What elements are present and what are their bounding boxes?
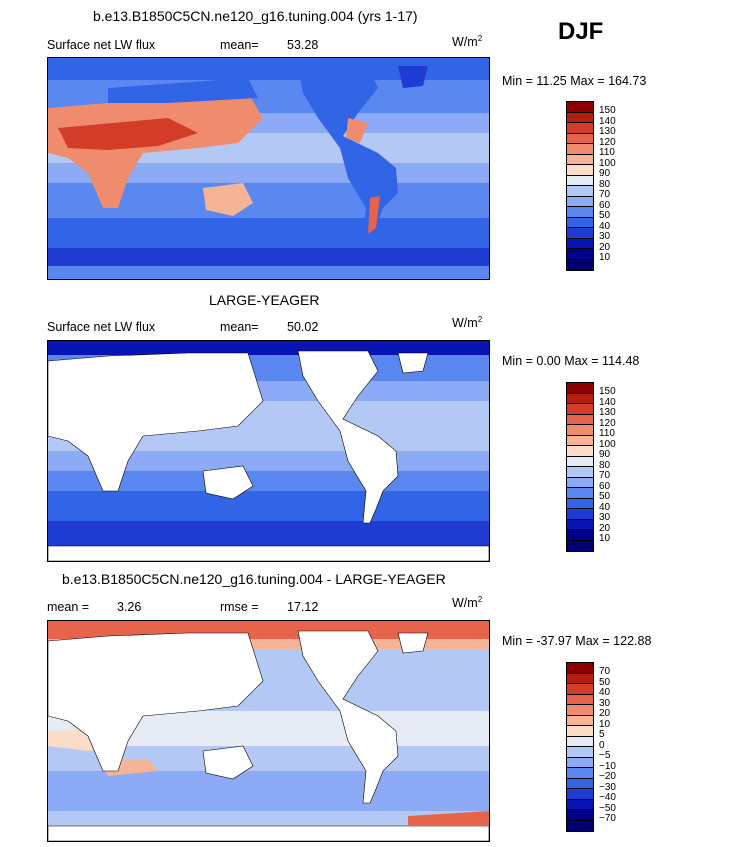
tick-label: 70 [599,666,611,677]
panel-1-variable-label: Surface net LW flux [47,38,156,52]
tick-label: 30 [599,697,611,709]
tick-label: 80 [599,178,611,190]
tick-label: −70 [599,813,616,824]
tick-label: 20 [599,708,611,719]
panel-2-colorbar [566,382,594,552]
panel-1-colorbar [566,101,594,271]
tick-label: 30 [599,512,611,523]
panel-1-title: b.e13.B1850C5CN.ne120_g16.tuning.004 (yr… [93,8,418,24]
tick-label: −10 [599,760,616,772]
tick-label: 10 [599,533,611,544]
tick-label: 5 [599,729,605,740]
tick-label: 20 [599,522,611,534]
panel-1-colorbar-ticks: 150 140 130 120 110 100 90 80 70 60 50 4… [599,105,616,264]
tick-label: 70 [599,189,611,200]
tick-label: 150 [599,386,616,397]
tick-label: 60 [599,199,611,211]
panel-3-rmse-label: rmse = [220,600,259,614]
tick-label: −50 [599,802,616,814]
tick-label: 50 [599,491,611,502]
panel-3-map-field [48,621,489,841]
tick-label: 80 [599,459,611,471]
tick-label: 120 [599,136,616,148]
tick-label: 120 [599,417,616,429]
tick-label: 130 [599,126,616,137]
tick-label: −20 [599,771,616,782]
tick-label: 90 [599,168,611,179]
tick-label: 10 [599,718,611,730]
tick-label: 130 [599,407,616,418]
panel-2-title: LARGE-YEAGER [209,292,320,308]
panel-1-map-field [48,58,489,279]
tick-label: 30 [599,231,611,242]
panel-1-map [47,57,490,280]
tick-label: 10 [599,252,611,263]
panel-2-mean-value: 50.02 [287,320,319,334]
panel-3-mean-label: mean = [47,600,90,614]
tick-label: 110 [599,428,615,439]
panel-1-units: W/m2 [452,34,483,50]
tick-label: 110 [599,147,615,158]
tick-label: 100 [599,157,616,169]
panel-1-mean-label: mean= [220,38,259,52]
panel-2-map-field [48,341,489,561]
panel-3-title: b.e13.B1850C5CN.ne120_g16.tuning.004 - L… [62,571,446,587]
panel-3-rmse-value: 17.12 [287,600,319,614]
tick-label: 100 [599,438,616,450]
tick-label: 70 [599,470,611,481]
panel-1-minmax: Min = 11.25 Max = 164.73 [502,74,647,88]
tick-label: −5 [599,750,611,761]
tick-label: 60 [599,480,611,492]
tick-label: 0 [599,739,605,751]
panel-2-map [47,340,490,562]
tick-label: 90 [599,449,611,460]
panel-3-map [47,620,490,842]
tick-label: 50 [599,676,611,688]
panel-3-units: W/m2 [452,595,483,611]
panel-1-mean-value: 53.28 [287,38,319,52]
tick-label: −40 [599,792,616,803]
panel-2-units: W/m2 [452,315,483,331]
tick-label: 40 [599,501,611,513]
panel-3-colorbar [566,662,594,832]
panel-3-colorbar-ticks: 70 50 40 30 20 10 5 0 −5 −10 −20 −30 −40… [599,666,616,825]
tick-label: 20 [599,241,611,253]
tick-label: −30 [599,781,616,793]
tick-label: 140 [599,396,616,408]
tick-label: 40 [599,220,611,232]
tick-label: 50 [599,210,611,221]
tick-label: 140 [599,115,616,127]
tick-label: 40 [599,687,611,698]
panel-2-variable-label: Surface net LW flux [47,320,156,334]
panel-3-mean-value: 3.26 [117,600,142,614]
panel-2-minmax: Min = 0.00 Max = 114.48 [502,354,640,368]
panel-2-mean-label: mean= [220,320,259,334]
tick-label: 150 [599,105,616,116]
season-label: DJF [558,18,604,45]
panel-3-minmax: Min = -37.97 Max = 122.88 [502,634,652,648]
panel-2-colorbar-ticks: 150 140 130 120 110 100 90 80 70 60 50 4… [599,386,616,545]
